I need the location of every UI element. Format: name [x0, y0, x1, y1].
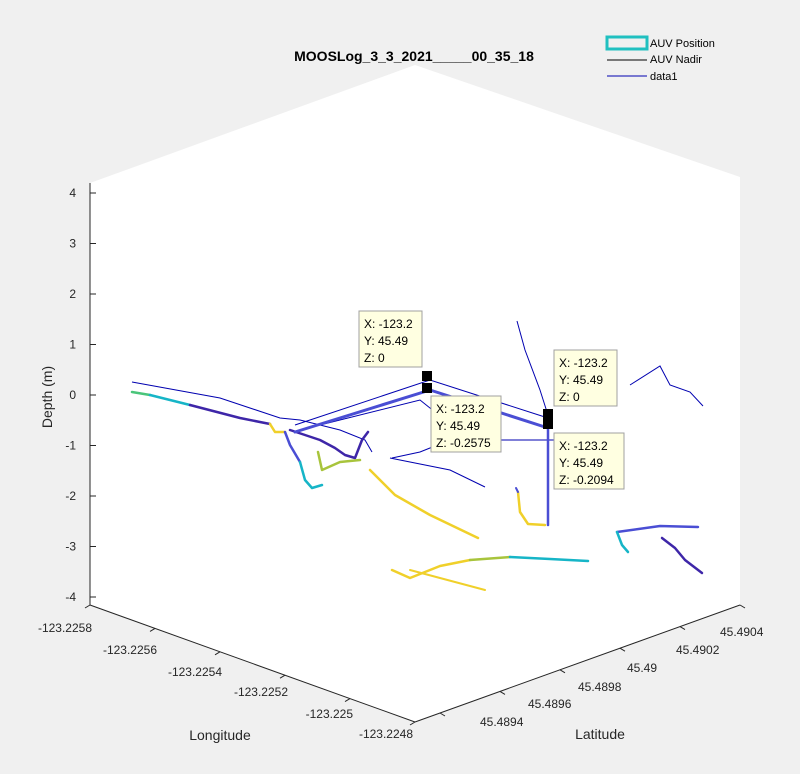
datatip[interactable]: X: -123.2 Y: 45.49 Z: -0.2094 — [553, 432, 625, 490]
datatip-text: X: -123.2 — [559, 356, 608, 370]
legend[interactable]: AUV Position AUV Nadir data1 — [605, 35, 715, 83]
trajectory-segment — [268, 422, 287, 434]
datatip-text: Y: 45.49 — [559, 373, 603, 387]
trajectory-segment — [390, 558, 472, 580]
axis-lines — [89, 183, 741, 723]
trajectory-segment — [368, 468, 480, 540]
datatip-text: Y: 45.49 — [364, 334, 408, 348]
x-tick-mark — [279, 674, 286, 679]
z-tick-label: 3 — [69, 237, 76, 251]
datatip[interactable]: X: -123.2 Y: 45.49 Z: 0 — [358, 310, 423, 368]
trajectory-segment — [283, 430, 302, 464]
legend-label-auv-position: AUV Position — [650, 38, 715, 50]
z-tick-label: 0 — [69, 388, 76, 402]
datatips[interactable]: X: -123.2 Y: 45.49 Z: 0 X: -123.2 Y: 45.49 Z:… — [358, 310, 625, 490]
trajectory-segment — [316, 450, 362, 472]
datatip[interactable]: X: -123.2 Y: 45.49 Z: 0 — [553, 349, 618, 407]
datatip-text: Z: -0.2094 — [559, 473, 614, 487]
y-tick-label: 45.4904 — [720, 625, 764, 639]
datatip-text: Y: 45.49 — [436, 419, 480, 433]
x-tick-mark — [149, 627, 156, 632]
trajectory-segment — [615, 524, 700, 534]
nadir-line — [629, 365, 704, 407]
x-tick-label: -123.2258 — [38, 621, 92, 635]
datatip-text: X: -123.2 — [559, 439, 608, 453]
y-tick-mark — [559, 669, 566, 674]
y-tick-mark — [679, 626, 686, 631]
x-tick-mark — [214, 651, 221, 656]
x-tick-mark — [344, 698, 351, 703]
x-tick-label: -123.2248 — [359, 727, 413, 741]
y-tick-label: 45.49 — [627, 661, 657, 675]
y-axis-label: Latitude — [575, 726, 625, 742]
y-tick-label: 45.4898 — [578, 680, 622, 694]
z-tick-label: -1 — [65, 439, 76, 453]
trajectory-segment — [515, 487, 519, 493]
datatip-marker[interactable] — [543, 419, 553, 429]
datatip-box — [358, 310, 423, 368]
datatip-text: Y: 45.49 — [559, 456, 603, 470]
y-tick-mark — [439, 712, 446, 717]
y-tick-label: 45.4896 — [528, 697, 572, 711]
trajectory-segment — [298, 460, 324, 490]
datatip-text: X: -123.2 — [436, 402, 485, 416]
trajectory-segment — [288, 428, 370, 460]
x-tick-label: -123.2254 — [168, 665, 222, 679]
x-axis-label: Longitude — [189, 727, 251, 743]
datatip-box — [553, 349, 618, 407]
x-tick-mark — [84, 604, 91, 609]
y-tick-label: 45.4902 — [676, 643, 720, 657]
trajectory-segment — [130, 390, 152, 397]
trajectory-segment — [188, 403, 272, 426]
trajectory-segment — [660, 536, 704, 575]
datatip-markers — [422, 371, 553, 429]
x-tick-label: -123.2256 — [103, 643, 157, 657]
legend-label-data1: data1 — [650, 71, 678, 83]
x-axis-ticks: -123.2258 -123.2256 -123.2254 -123.2252 -123… — [38, 604, 416, 741]
x-tick-label: -123.2252 — [234, 685, 288, 699]
datatip-text: X: -123.2 — [364, 317, 413, 331]
z-tick-label: 4 — [69, 186, 76, 200]
datatip-marker[interactable] — [422, 371, 432, 381]
trajectory-segment — [516, 490, 547, 527]
z-tick-label: -2 — [65, 489, 76, 503]
legend-label-auv-nadir: AUV Nadir — [650, 54, 702, 66]
z-tick-label: -4 — [65, 590, 76, 604]
x-tick-mark — [409, 721, 416, 726]
nadir-line — [131, 381, 373, 453]
datatip-marker[interactable] — [422, 383, 432, 393]
datatip-text: Z: 0 — [559, 390, 580, 404]
y-tick-mark — [619, 647, 626, 652]
y-tick-mark — [499, 690, 506, 695]
trajectory-segment — [468, 555, 512, 562]
datatip-box — [553, 432, 625, 490]
nadir-line — [516, 320, 548, 413]
z-tick-label: 2 — [69, 287, 76, 301]
z-axis-label: Depth (m) — [39, 366, 55, 428]
z-axis-ticks: 4 3 2 1 0 -1 -2 -3 -4 — [65, 186, 96, 604]
z-tick-label: 1 — [69, 338, 76, 352]
trajectory-segment — [508, 555, 590, 563]
trajectory-segment — [409, 569, 486, 591]
x-tick-label: -123.225 — [306, 707, 354, 721]
datatip-text: Z: 0 — [364, 351, 385, 365]
y-tick-label: 45.4894 — [480, 715, 524, 729]
datatip-marker[interactable] — [543, 409, 553, 419]
y-tick-mark — [739, 604, 746, 609]
datatip-text: Z: -0.2575 — [436, 436, 491, 450]
nadir-line — [389, 457, 486, 488]
datatip-box — [430, 395, 502, 453]
chart-title: MOOSLog_3_3_2021_____00_35_18 — [294, 48, 534, 64]
trajectory-segment — [148, 393, 192, 407]
legend-swatch-auv-position — [605, 35, 649, 51]
z-tick-label: -3 — [65, 540, 76, 554]
trajectory-segment — [615, 530, 630, 554]
datatip[interactable]: X: -123.2 Y: 45.49 Z: -0.2575 — [430, 395, 502, 453]
